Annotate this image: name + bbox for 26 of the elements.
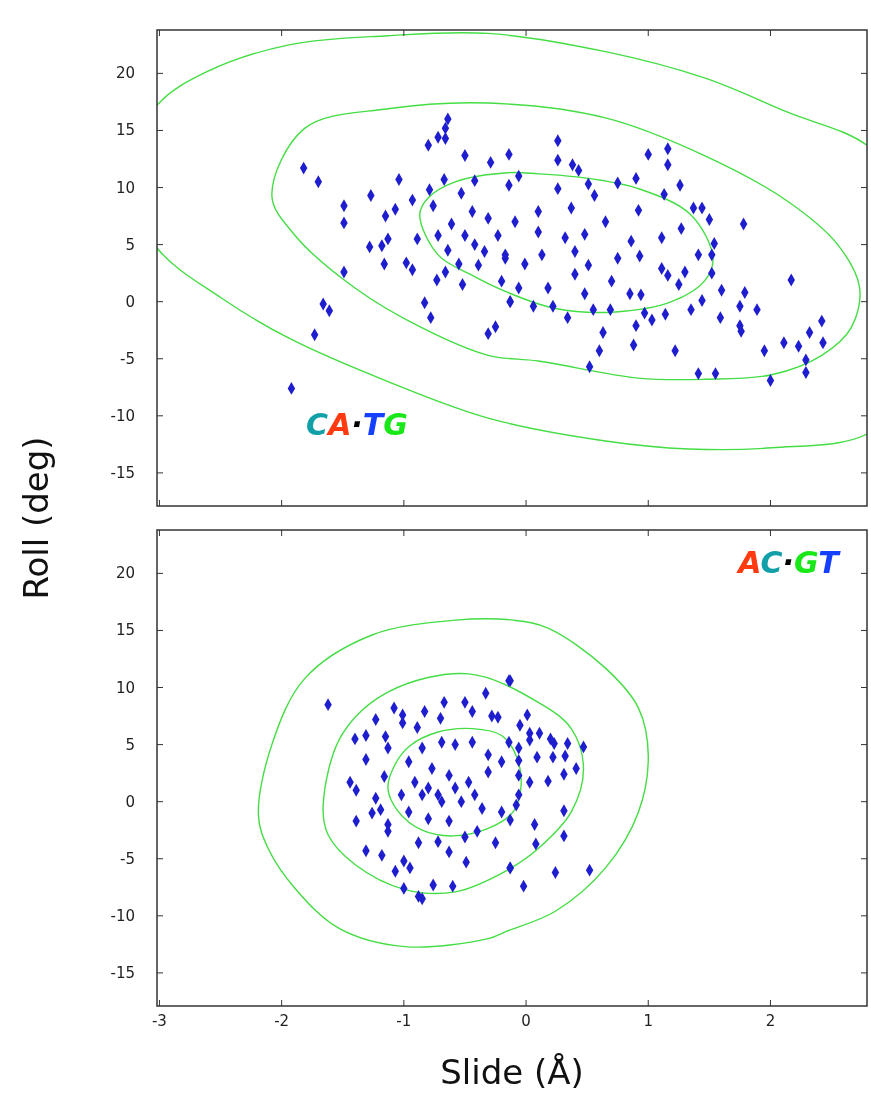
y-tick-label: 5 bbox=[125, 735, 135, 754]
y-tick-label: -15 bbox=[110, 963, 135, 982]
y-tick-label: 0 bbox=[125, 792, 135, 811]
annotation: AC·GT bbox=[736, 544, 842, 580]
x-tick-label: -3 bbox=[151, 1012, 167, 1030]
x-tick-label: 2 bbox=[765, 1012, 776, 1030]
y-tick-label: -5 bbox=[120, 849, 135, 868]
x-tick-label: -2 bbox=[274, 1012, 290, 1030]
y-tick-label: -5 bbox=[120, 349, 135, 368]
x-tick-label: 1 bbox=[643, 1012, 654, 1030]
x-tick-label: 0 bbox=[521, 1012, 531, 1030]
y-tick-label: 15 bbox=[115, 121, 135, 140]
x-tick-label: -1 bbox=[396, 1012, 412, 1030]
y-tick-label: -10 bbox=[110, 906, 135, 925]
y-tick-label: 20 bbox=[115, 64, 135, 83]
x-axis-title: Slide (Å) bbox=[440, 1052, 584, 1092]
annotation: CA·TG bbox=[306, 406, 408, 442]
y-tick-label: 10 bbox=[115, 178, 135, 197]
y-tick-label: 5 bbox=[125, 235, 135, 254]
y-axis-title: Roll (deg) bbox=[16, 436, 56, 600]
y-tick-label: 20 bbox=[115, 564, 135, 583]
y-tick-label: -15 bbox=[110, 463, 135, 482]
y-tick-label: 15 bbox=[115, 621, 135, 640]
y-tick-label: -10 bbox=[110, 406, 135, 425]
y-tick-label: 10 bbox=[115, 678, 135, 697]
y-tick-label: 0 bbox=[125, 292, 135, 311]
